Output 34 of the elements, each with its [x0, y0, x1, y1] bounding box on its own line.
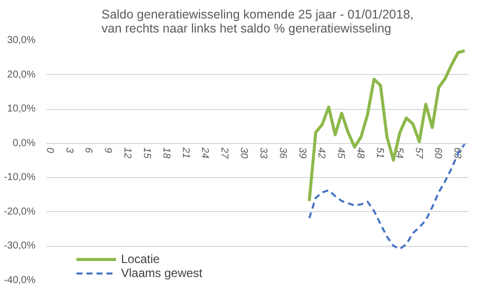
x-tick-label: 24 [199, 146, 210, 159]
y-tick-label: 10,0% [7, 104, 36, 115]
x-tick-label: 9 [102, 147, 114, 154]
legend-label: Locatie [121, 252, 160, 266]
x-tick-label: 0 [44, 147, 55, 154]
x-tick-label: 30 [238, 147, 250, 159]
x-tick-label: 21 [180, 146, 191, 158]
line-series [308, 143, 466, 250]
x-tick-label: 48 [354, 147, 366, 159]
x-tick-label: 6 [82, 147, 94, 154]
x-tick-label: 45 [335, 147, 346, 159]
x-tick-label: 51 [374, 147, 385, 158]
legend-label: Vlaams gewest [121, 266, 202, 280]
x-tick-label: 15 [140, 147, 152, 159]
x-tick-label: 63 [452, 147, 463, 159]
x-tick-label: 60 [432, 147, 444, 159]
x-tick-label: 12 [122, 147, 133, 159]
x-tick-label: 18 [160, 147, 172, 159]
line-series [308, 49, 466, 202]
y-tick-label: 30,0% [7, 35, 36, 46]
x-tick-label: 57 [412, 147, 424, 159]
x-tick-label: 42 [316, 147, 327, 159]
y-tick-label: -40,0% [4, 275, 36, 286]
x-tick-label: 36 [276, 147, 288, 159]
y-tick-label: -30,0% [4, 240, 36, 252]
x-tick-label: 27 [218, 146, 230, 159]
x-tick-label: 33 [257, 147, 268, 159]
chart-title: Saldo generatiewisseling komende 25 jaar - 01/01/2018, van rechts naar links het saldo % generatiewisseling [101, 8, 414, 36]
x-tick-label: 3 [63, 147, 74, 154]
y-tick-label: -10,0% [4, 172, 36, 184]
y-tick-label: 20,0% [7, 69, 36, 80]
y-tick-label: -20,0% [4, 206, 36, 218]
y-tick-label: 0,0% [12, 138, 36, 149]
x-tick-label: 39 [296, 147, 308, 159]
